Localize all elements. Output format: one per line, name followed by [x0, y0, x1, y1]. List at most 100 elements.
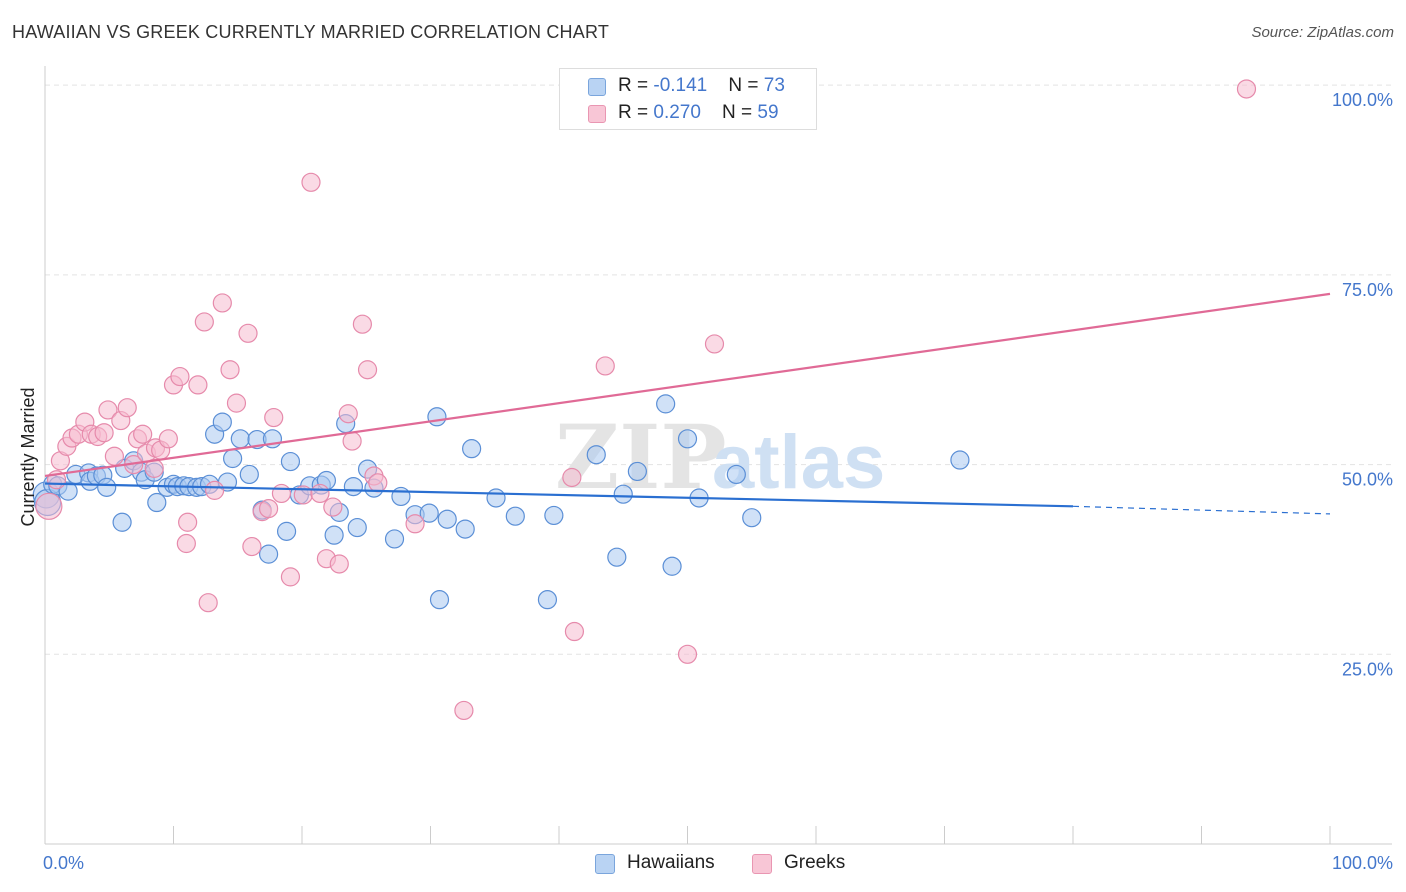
- axes: [44, 66, 1392, 845]
- trend-lines: [44, 292, 1331, 515]
- y-axis-title: Currently Married: [18, 387, 38, 526]
- greeks-point: [133, 424, 153, 444]
- chart-source: Source: ZipAtlas.com: [1251, 24, 1394, 41]
- greeks-point: [310, 483, 330, 504]
- watermark-atlas: atlas: [712, 420, 885, 505]
- hawaiians-point: [347, 517, 367, 538]
- hawaiians-point: [384, 529, 405, 549]
- hawaiians-point: [544, 505, 564, 526]
- greeks-point: [271, 483, 292, 504]
- greeks-point: [677, 644, 698, 664]
- legend-n-greeks: 59: [757, 102, 779, 123]
- greeks-point: [357, 360, 378, 380]
- correlation-legend: R = -0.141 N = 73 R = 0.270 N = 59: [559, 68, 817, 130]
- hawaiians-point: [391, 486, 411, 507]
- greeks-point: [242, 536, 262, 557]
- legend-label-greeks: Greeks: [784, 852, 846, 873]
- greeks-point: [220, 360, 240, 380]
- legend-swatch-greeks: [588, 105, 606, 123]
- y-tick-label-75: 75.0%: [1342, 280, 1393, 300]
- greeks-point: [205, 480, 225, 500]
- tick-labels: 25.0% 50.0% 75.0% 100.0% 0.0% 100.0% Currently…: [18, 90, 1393, 873]
- legend-r-greeks: 0.270: [653, 102, 701, 123]
- greeks-point: [405, 514, 425, 534]
- y-tick-label-50: 50.0%: [1342, 470, 1393, 490]
- hawaiians-point: [677, 429, 698, 449]
- hawaiians-point: [280, 451, 301, 472]
- chart-title: HAWAIIAN VS GREEK CURRENTLY MARRIED CORR…: [12, 22, 610, 42]
- legend-r-hawaiians: -0.141: [653, 75, 708, 96]
- hawaiians-point: [726, 464, 746, 485]
- hawaiians-point: [950, 450, 970, 470]
- hawaiians-point: [429, 590, 450, 610]
- greeks-point: [564, 621, 585, 642]
- hawaiians-point: [276, 521, 297, 541]
- hawaiians-point: [112, 512, 132, 532]
- legend-label-hawaiians: Hawaiians: [627, 852, 715, 873]
- greeks-trend-line: [44, 292, 1331, 478]
- greeks-point: [338, 404, 358, 424]
- series-legend: Hawaiians Greeks: [0, 852, 1406, 878]
- hawaiians-point: [662, 556, 682, 576]
- legend-n-hawaiians: 73: [763, 75, 785, 96]
- hawaiians-point: [343, 476, 363, 497]
- greeks-points: [35, 75, 1257, 721]
- hawaiians-point: [505, 506, 525, 526]
- greeks-point: [323, 497, 343, 517]
- greeks-point: [1236, 79, 1257, 99]
- greeks-point: [329, 554, 349, 574]
- hawaiians-point: [258, 544, 279, 564]
- hawaiians-point: [627, 461, 647, 482]
- greeks-point: [188, 375, 208, 395]
- hawaiians-point: [437, 509, 457, 529]
- hawaiians-trend-extension: [1072, 505, 1331, 515]
- greeks-point: [198, 593, 218, 613]
- hawaiians-point: [223, 448, 243, 469]
- greeks-point: [158, 429, 178, 449]
- greeks-point: [35, 492, 63, 520]
- greeks-point: [98, 400, 118, 420]
- hawaiians-point: [230, 429, 250, 449]
- greeks-point: [342, 431, 362, 451]
- grid-lines: [45, 84, 1392, 655]
- hawaiians-point: [742, 508, 762, 528]
- greeks-point: [352, 314, 372, 334]
- hawaiians-trend-line: [44, 482, 1074, 508]
- greeks-point: [301, 172, 321, 192]
- x-tick-label-min: 0.0%: [43, 853, 84, 873]
- hawaiians-point: [537, 590, 558, 610]
- y-tick-label-100: 100.0%: [1332, 90, 1393, 110]
- hawaiians-point: [419, 503, 439, 523]
- greeks-point: [178, 512, 198, 532]
- greeks-point: [280, 567, 301, 587]
- greeks-point: [194, 312, 214, 332]
- greeks-point: [368, 473, 388, 493]
- hawaiians-point: [427, 407, 447, 427]
- y-tick-label-25: 25.0%: [1342, 659, 1393, 679]
- hawaiians-point: [613, 484, 633, 504]
- hawaiians-point: [97, 477, 117, 497]
- greeks-point: [226, 393, 247, 413]
- hawaiians-point: [58, 481, 78, 501]
- greeks-point: [704, 334, 725, 354]
- greeks-point: [454, 700, 474, 721]
- hawaiians-point: [462, 439, 482, 459]
- legend-text-greeks: R = 0.270 N = 59: [618, 102, 779, 123]
- hawaiians-point: [607, 547, 627, 567]
- legend-text-hawaiians: R = -0.141 N = 73: [618, 75, 785, 96]
- legend-swatch-hawaiians: [588, 78, 606, 96]
- legend-swatch-hawaiians-bottom: [595, 854, 615, 874]
- greeks-point: [258, 499, 279, 519]
- hawaiians-point: [486, 488, 506, 508]
- hawaiians-point: [455, 519, 475, 539]
- hawaiians-point: [324, 525, 344, 545]
- greeks-point: [170, 366, 190, 387]
- greeks-point: [238, 323, 258, 343]
- greeks-point: [595, 356, 615, 376]
- legend-swatch-greeks-bottom: [752, 854, 772, 874]
- greeks-point: [94, 423, 114, 443]
- greeks-point: [104, 446, 124, 466]
- greeks-point: [562, 467, 582, 488]
- greeks-point: [117, 398, 137, 418]
